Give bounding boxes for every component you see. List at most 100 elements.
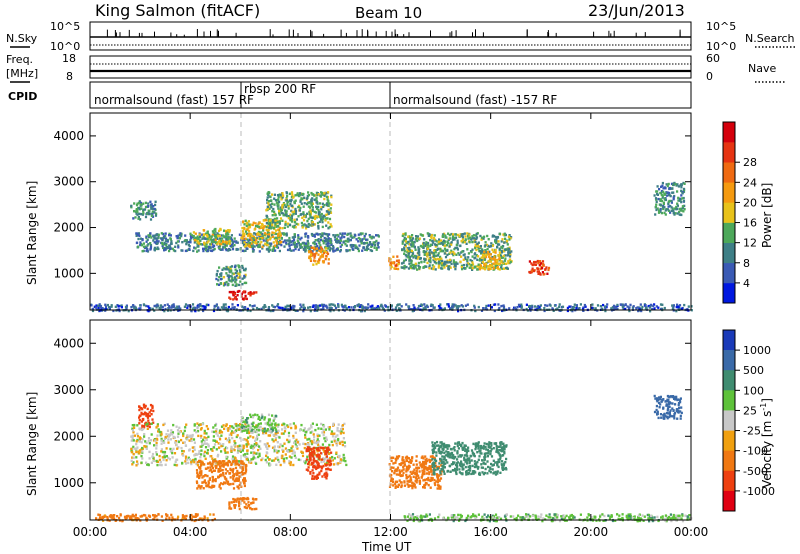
scatter-cell [423, 257, 426, 260]
scatter-cell [201, 461, 204, 465]
nsearch-right-tick-bottom: 10^0 [706, 40, 736, 53]
scatter-cell [212, 231, 215, 234]
scatter-cell [427, 234, 430, 237]
scatter-cell [331, 435, 335, 438]
nsky-left-tick-top: 10^5 [50, 20, 80, 33]
scatter-cell [406, 250, 409, 254]
scatter-cell [675, 309, 678, 313]
scatter-cell [662, 207, 665, 211]
scatter-cell [277, 445, 280, 448]
scatter-cell [313, 441, 317, 444]
scatter-cell [426, 247, 429, 250]
scatter-cell [252, 453, 255, 457]
scatter-cell [680, 194, 683, 197]
scatter-cell [184, 457, 188, 460]
scatter-cell [198, 233, 201, 236]
scatter-cell [223, 449, 227, 452]
scatter-cell [412, 308, 415, 311]
scatter-cell [439, 303, 442, 306]
scatter-cell [281, 428, 284, 431]
scatter-cell [196, 471, 199, 474]
scatter-cell [292, 463, 295, 467]
scatter-cell [213, 443, 217, 446]
scatter-cell [213, 430, 216, 434]
scatter-cell [245, 445, 248, 448]
scatter-cell [272, 433, 275, 437]
scatter-cell [248, 233, 251, 236]
scatter-cell [150, 207, 153, 210]
scatter-cell [434, 268, 437, 271]
scatter-cell [423, 265, 426, 269]
scatter-cell [275, 449, 278, 452]
scatter-cell [325, 471, 328, 474]
scatter-cell [483, 250, 486, 254]
scatter-cell [664, 213, 667, 216]
scatter-cell [139, 243, 142, 247]
scatter-cell [415, 255, 418, 258]
scatter-cell [156, 304, 159, 307]
scatter-cell [465, 242, 468, 245]
scatter-cell [215, 440, 218, 443]
scatter-cell [546, 304, 549, 307]
scatter-cell [203, 480, 206, 484]
scatter-cell [243, 471, 246, 475]
scatter-cell [309, 209, 312, 212]
scatter-cell [213, 247, 216, 251]
scatter-cell [295, 218, 298, 221]
scatter-cell [188, 248, 191, 251]
scatter-cell [269, 425, 272, 428]
scatter-cell [321, 475, 324, 478]
scatter-cell [281, 192, 284, 195]
scatter-cell [654, 205, 657, 209]
scatter-cell [464, 256, 467, 259]
scatter-cell [344, 242, 347, 246]
scatter-cell [578, 307, 581, 310]
scatter-cell [369, 242, 372, 246]
scatter-cell [269, 244, 272, 247]
scatter-cell [314, 428, 317, 432]
scatter-cell [277, 196, 280, 199]
scatter-cell [311, 197, 314, 200]
scatter-cell [459, 260, 462, 263]
scatter-cell [143, 433, 146, 436]
scatter-cell [480, 256, 483, 259]
scatter-cell [268, 207, 271, 210]
scatter-cell [146, 412, 149, 416]
scatter-cell [417, 307, 420, 310]
scatter-cell [151, 418, 154, 421]
scatter-cell [436, 257, 439, 261]
scatter-cell [285, 307, 288, 310]
scatter-cell [287, 207, 290, 210]
scatter-cell [441, 259, 444, 263]
scatter-cell [346, 233, 349, 236]
scatter-cell [324, 237, 328, 241]
scatter-cell [215, 272, 218, 276]
scatter-cell [151, 406, 154, 409]
scatter-cell [331, 432, 334, 436]
scatter-cell [293, 454, 296, 457]
scatter-cell [604, 307, 607, 310]
scatter-cell [218, 283, 221, 286]
scatter-cell [147, 212, 151, 216]
scatter-cell [140, 461, 143, 464]
scatter-cell [316, 438, 319, 441]
scatter-cell [172, 249, 175, 252]
scatter-cell [316, 466, 319, 469]
scatter-cell [407, 240, 410, 244]
scatter-cell [370, 249, 374, 253]
scatter-cell [271, 214, 274, 217]
scatter-cell [206, 235, 209, 238]
scatter-cell [272, 218, 275, 222]
scatter-cell [244, 245, 247, 248]
scatter-cell [241, 426, 244, 429]
scatter-cell [304, 433, 307, 437]
scatter-cell [340, 458, 343, 462]
scatter-cell [460, 233, 463, 236]
scatter-cell [267, 222, 270, 225]
scatter-cell [202, 305, 205, 308]
scatter-cell [327, 227, 330, 230]
scatter-cell [538, 264, 541, 267]
scatter-cell [220, 272, 223, 275]
scatter-cell [137, 217, 140, 220]
scatter-cell [494, 303, 497, 306]
